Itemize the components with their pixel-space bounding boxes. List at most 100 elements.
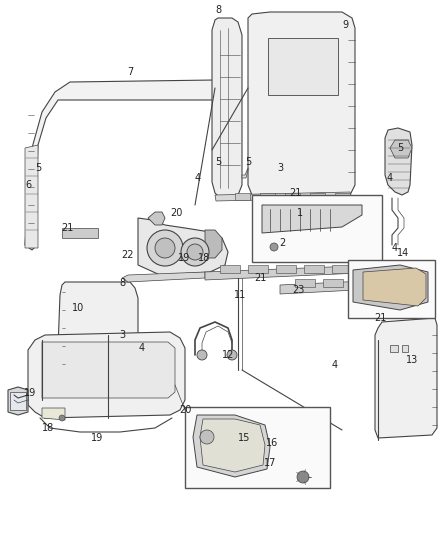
Circle shape: [181, 238, 209, 266]
Polygon shape: [8, 387, 28, 415]
Polygon shape: [148, 212, 165, 225]
Polygon shape: [28, 332, 185, 418]
Text: 13: 13: [406, 355, 418, 365]
Polygon shape: [304, 265, 324, 273]
Polygon shape: [402, 345, 408, 352]
Polygon shape: [58, 282, 138, 370]
Polygon shape: [235, 193, 250, 200]
Text: 17: 17: [264, 458, 276, 468]
Polygon shape: [25, 145, 38, 248]
Text: 5: 5: [35, 163, 41, 173]
Polygon shape: [276, 265, 296, 273]
Text: 19: 19: [91, 433, 103, 443]
Polygon shape: [363, 268, 426, 306]
Polygon shape: [193, 415, 270, 477]
Text: 10: 10: [72, 303, 84, 313]
Text: 12: 12: [222, 350, 234, 360]
Text: 4: 4: [387, 173, 393, 183]
Circle shape: [147, 230, 183, 266]
Text: 20: 20: [179, 405, 191, 415]
Polygon shape: [323, 279, 343, 287]
Polygon shape: [385, 128, 412, 195]
Text: 21: 21: [374, 313, 386, 323]
Polygon shape: [351, 279, 371, 287]
Polygon shape: [360, 299, 376, 307]
Text: 5: 5: [397, 143, 403, 153]
Text: 20: 20: [170, 208, 182, 218]
Polygon shape: [335, 193, 350, 200]
Text: 18: 18: [198, 253, 210, 263]
Text: 14: 14: [397, 248, 409, 258]
Polygon shape: [407, 279, 427, 287]
Bar: [348, 260, 435, 318]
Polygon shape: [42, 342, 175, 398]
Text: 5: 5: [215, 157, 221, 167]
Text: 22: 22: [122, 250, 134, 260]
Text: 2: 2: [279, 238, 285, 248]
Text: 8: 8: [215, 5, 221, 15]
Polygon shape: [280, 278, 432, 294]
Polygon shape: [310, 193, 325, 200]
Polygon shape: [215, 192, 352, 201]
Polygon shape: [205, 230, 222, 258]
Polygon shape: [138, 218, 228, 275]
Polygon shape: [25, 80, 218, 250]
Text: 9: 9: [342, 20, 348, 30]
Polygon shape: [212, 18, 242, 198]
Text: 15: 15: [238, 433, 250, 443]
Polygon shape: [42, 408, 65, 420]
Circle shape: [155, 238, 175, 258]
Text: 6: 6: [25, 180, 31, 190]
Polygon shape: [408, 299, 424, 307]
Polygon shape: [248, 12, 355, 200]
Circle shape: [227, 350, 237, 360]
Text: 5: 5: [245, 157, 251, 167]
Polygon shape: [295, 279, 315, 287]
Polygon shape: [242, 168, 248, 178]
Circle shape: [59, 415, 65, 421]
Polygon shape: [384, 299, 400, 307]
Polygon shape: [350, 298, 432, 313]
Text: 3: 3: [277, 163, 283, 173]
Polygon shape: [260, 193, 275, 200]
Text: 4: 4: [392, 243, 398, 253]
Polygon shape: [10, 392, 26, 410]
Polygon shape: [62, 228, 98, 238]
Text: 16: 16: [266, 438, 278, 448]
Circle shape: [200, 430, 214, 444]
Bar: [252, 195, 382, 262]
Polygon shape: [248, 265, 268, 273]
Polygon shape: [360, 265, 380, 273]
Text: 4: 4: [139, 343, 145, 353]
Polygon shape: [353, 265, 428, 310]
Text: 21: 21: [254, 273, 266, 283]
Text: 19: 19: [24, 388, 36, 398]
Text: 11: 11: [234, 290, 246, 300]
Circle shape: [270, 243, 278, 251]
Polygon shape: [332, 265, 352, 273]
Polygon shape: [122, 272, 205, 282]
Text: 19: 19: [178, 253, 190, 263]
Polygon shape: [285, 193, 300, 200]
Text: 1: 1: [297, 208, 303, 218]
Polygon shape: [220, 265, 240, 273]
Polygon shape: [375, 318, 437, 438]
Polygon shape: [379, 279, 399, 287]
Polygon shape: [205, 265, 382, 280]
Text: 23: 23: [292, 285, 304, 295]
Bar: [185, 407, 330, 488]
Text: 21: 21: [289, 188, 301, 198]
Text: 4: 4: [332, 360, 338, 370]
Text: 8: 8: [119, 278, 125, 288]
Text: 21: 21: [61, 223, 73, 233]
Circle shape: [187, 244, 203, 260]
Text: 18: 18: [42, 423, 54, 433]
Text: 3: 3: [119, 330, 125, 340]
Polygon shape: [268, 38, 338, 95]
Polygon shape: [390, 140, 412, 158]
Polygon shape: [390, 345, 398, 352]
Circle shape: [297, 471, 309, 483]
Circle shape: [197, 350, 207, 360]
Polygon shape: [200, 419, 265, 472]
Text: 4: 4: [195, 173, 201, 183]
